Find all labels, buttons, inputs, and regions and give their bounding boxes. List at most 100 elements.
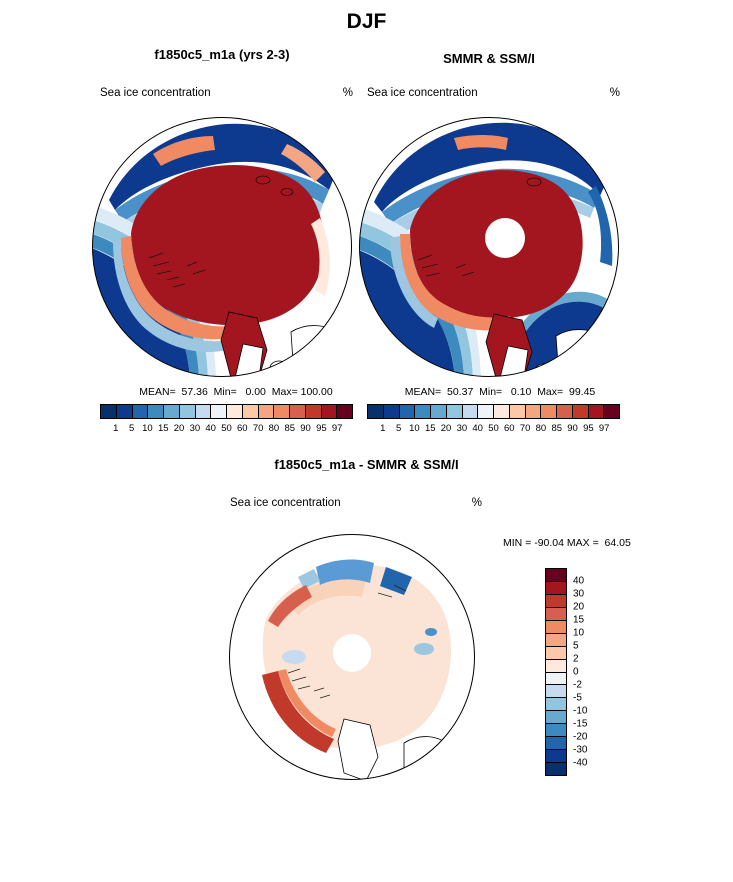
colorbar-segment — [546, 672, 566, 686]
colorbar-tick-label: 90 — [567, 423, 578, 434]
model-var-label: Sea ice concentration — [100, 87, 211, 99]
model-units-label: % — [342, 87, 353, 99]
colorbar-segment — [546, 581, 566, 595]
colorbar-segment — [546, 763, 566, 775]
model-colorbar-ticks: 1 5 10 15 20 30 40 50 60 70 80 85 90 95 97 — [100, 423, 353, 435]
colorbar-segment — [195, 405, 212, 418]
colorbar-tick-label: 30 — [573, 588, 585, 600]
colorbar-tick-label: -15 — [573, 718, 588, 730]
colorbar-segment — [258, 405, 275, 418]
colorbar-tick-label: 5 — [128, 423, 135, 434]
diff-colorbar — [545, 568, 567, 776]
model-map — [92, 117, 352, 377]
colorbar-tick-label: 15 — [573, 614, 585, 626]
obs-map — [359, 117, 619, 377]
colorbar-segment — [546, 569, 566, 582]
colorbar-segment — [546, 607, 566, 621]
colorbar-segment — [546, 685, 566, 699]
obs-colorbar-ticks: 1 5 10 15 20 30 40 50 60 70 80 85 90 95 97 — [367, 423, 620, 435]
colorbar-tick-label: 0 — [573, 666, 579, 678]
colorbar-segment — [431, 405, 447, 418]
colorbar-segment — [546, 724, 566, 738]
colorbar-segment — [478, 405, 494, 418]
colorbar-segment — [164, 405, 180, 418]
colorbar-segment — [179, 405, 196, 418]
diff-map — [229, 534, 475, 780]
model-stats: MEAN= 57.36 Min= 0.00 Max= 100.00 — [139, 386, 333, 398]
colorbar-tick-label: 80 — [268, 423, 280, 434]
colorbar-segment — [415, 405, 431, 418]
colorbar-tick-label: -30 — [573, 744, 588, 756]
colorbar-segment — [546, 620, 566, 634]
colorbar-segment — [541, 405, 557, 418]
colorbar-segment — [274, 405, 290, 418]
colorbar-tick-label: 97 — [598, 423, 610, 434]
colorbar-segment — [337, 405, 352, 418]
colorbar-tick-label: 2 — [573, 653, 579, 665]
model-colorbar — [100, 404, 353, 419]
colorbar-tick-label: 10 — [573, 627, 585, 639]
diff-units-label: % — [471, 497, 482, 509]
colorbar-tick-label: 30 — [456, 423, 468, 434]
colorbar-segment — [572, 405, 589, 418]
colorbar-segment — [494, 405, 510, 418]
diff-panel-title: f1850c5_m1a - SMMR & SSM/I — [274, 457, 459, 472]
colorbar-segment — [132, 405, 149, 418]
colorbar-tick-label: 40 — [573, 575, 585, 587]
colorbar-segment — [227, 405, 243, 418]
colorbar-tick-label: 60 — [504, 423, 515, 434]
colorbar-segment — [546, 659, 566, 673]
colorbar-tick-label: -10 — [573, 705, 588, 717]
colorbar-segment — [509, 405, 526, 418]
colorbar-segment — [557, 405, 573, 418]
colorbar-segment — [546, 750, 566, 764]
colorbar-tick-label: 95 — [316, 423, 327, 434]
figure-title: DJF — [346, 10, 387, 33]
colorbar-tick-label: -20 — [573, 731, 588, 743]
model-panel-title: f1850c5_m1a (yrs 2-3) — [154, 47, 290, 62]
colorbar-tick-label: 70 — [519, 423, 531, 434]
colorbar-segment — [101, 405, 117, 418]
colorbar-tick-label: 15 — [424, 423, 436, 434]
colorbar-segment — [462, 405, 479, 418]
colorbar-tick-label: 80 — [535, 423, 547, 434]
colorbar-tick-label: 90 — [300, 423, 311, 434]
colorbar-tick-label: 10 — [409, 423, 420, 434]
obs-var-row: Sea ice concentration % — [367, 87, 620, 99]
colorbar-tick-label: 50 — [488, 423, 499, 434]
diff-var-row: Sea ice concentration % — [230, 497, 482, 509]
colorbar-tick-label: 70 — [252, 423, 264, 434]
colorbar-tick-label: 95 — [583, 423, 594, 434]
colorbar-segment — [446, 405, 463, 418]
colorbar-segment — [290, 405, 306, 418]
colorbar-tick-label: 30 — [189, 423, 201, 434]
colorbar-tick-label: 50 — [221, 423, 232, 434]
diff-colorbar-ticks: 40 30 20 15 10 5 2 0 -2 -5 -10 -15 -20 -30 -40 — [573, 568, 603, 776]
colorbar-tick-label: 40 — [472, 423, 483, 434]
colorbar-segment — [588, 405, 605, 418]
colorbar-segment — [242, 405, 259, 418]
colorbar-tick-label: -40 — [573, 757, 588, 769]
obs-var-label: Sea ice concentration — [367, 87, 478, 99]
colorbar-segment — [116, 405, 133, 418]
colorbar-tick-label: 40 — [205, 423, 216, 434]
colorbar-segment — [546, 737, 566, 751]
obs-stats: MEAN= 50.37 Min= 0.10 Max= 99.45 — [404, 386, 596, 398]
colorbar-segment — [546, 633, 566, 647]
colorbar-tick-label: -5 — [573, 692, 582, 704]
colorbar-segment — [383, 405, 400, 418]
colorbar-segment — [211, 405, 227, 418]
colorbar-tick-label: 5 — [395, 423, 402, 434]
colorbar-tick-label: 20 — [440, 423, 452, 434]
obs-colorbar — [367, 404, 620, 419]
colorbar-tick-label: 15 — [157, 423, 169, 434]
colorbar-tick-label: 85 — [551, 423, 563, 434]
colorbar-tick-label: 97 — [331, 423, 343, 434]
colorbar-tick-label: -2 — [573, 679, 582, 691]
colorbar-segment — [305, 405, 322, 418]
colorbar-tick-label: 20 — [173, 423, 185, 434]
colorbar-segment — [368, 405, 384, 418]
colorbar-tick-label: 1 — [113, 423, 119, 434]
colorbar-segment — [604, 405, 619, 418]
